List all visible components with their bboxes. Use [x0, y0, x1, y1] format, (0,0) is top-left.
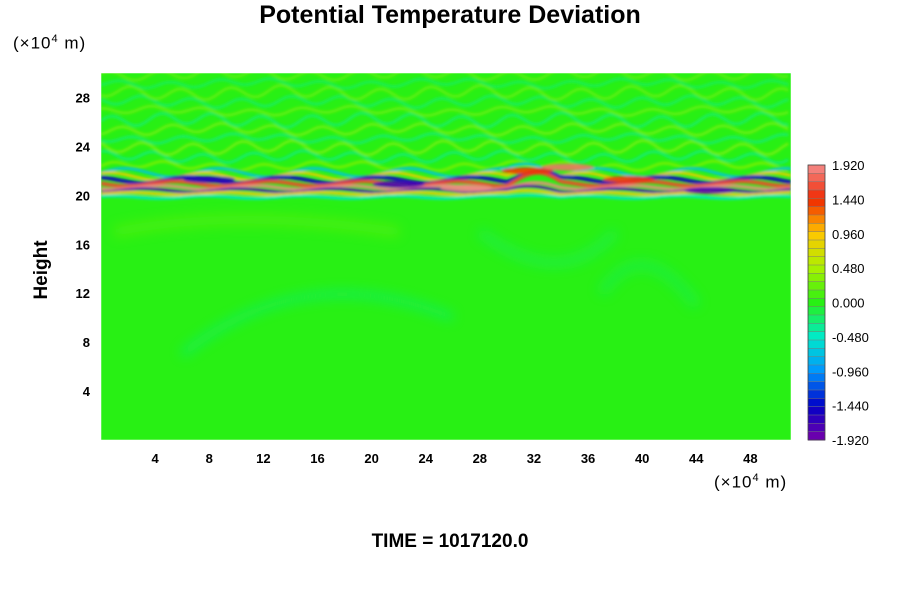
colorbar-tick-label: 1.920	[832, 158, 865, 173]
x-axis-ticks: 4 8 12 16 20 24 28 32 36 40 44 48	[152, 451, 758, 466]
x-tick-label: 28	[473, 451, 487, 466]
x-tick-label: 32	[527, 451, 541, 466]
colorbar-swatch	[808, 165, 825, 174]
colorbar-swatch	[808, 190, 825, 199]
x-tick-label: 16	[310, 451, 324, 466]
colorbar-swatch	[808, 365, 825, 374]
colorbar-swatch	[808, 431, 825, 441]
colorbar-swatch	[808, 290, 825, 299]
x-tick-label: 44	[689, 451, 704, 466]
plot-area	[101, 73, 791, 440]
colorbar-swatch	[808, 181, 825, 191]
y-tick-label: 28	[76, 90, 90, 105]
y-tick-label: 16	[76, 237, 90, 252]
colorbar-swatch	[808, 273, 825, 283]
colorbar-tick-label: 1.440	[832, 192, 865, 207]
colorbar-tick-label: 0.960	[832, 227, 865, 242]
time-label: TIME = 1017120.0	[371, 531, 529, 552]
x-tick-label: 48	[743, 451, 757, 466]
colorbar-swatch	[808, 265, 825, 274]
y-tick-label: 20	[76, 188, 90, 203]
colorbar-swatch	[808, 398, 825, 408]
colorbar-swatch	[808, 348, 825, 358]
colorbar-swatch	[808, 215, 825, 224]
colorbar-swatch	[808, 306, 825, 316]
colorbar-tick-label: -0.480	[832, 330, 869, 345]
colorbar-swatch	[808, 223, 825, 233]
colorbar-swatch	[808, 415, 825, 424]
colorbar-swatch	[808, 173, 825, 183]
colorbar-swatch	[808, 423, 825, 433]
colorbar-swatch	[808, 315, 825, 324]
x-tick-label: 24	[418, 451, 433, 466]
y-tick-label: 12	[76, 286, 90, 301]
colorbar-swatch	[808, 373, 825, 383]
colorbar-swatch	[808, 198, 825, 208]
chart-title: Potential Temperature Deviation	[259, 1, 641, 29]
colorbar-tick-label: 0.000	[832, 296, 865, 311]
x-tick-label: 40	[635, 451, 649, 466]
x-axis-unit: (×104 m)	[714, 472, 788, 492]
field-background	[101, 73, 791, 440]
field-strong-layer	[101, 162, 791, 200]
x-tick-label: 8	[206, 451, 213, 466]
colorbar-swatch	[808, 406, 825, 416]
colorbar-swatch	[808, 390, 825, 399]
colorbar-swatch	[808, 231, 825, 241]
y-tick-label: 8	[83, 335, 90, 350]
colorbar-swatch	[808, 340, 825, 349]
y-axis-ticks: 4 8 12 16 20 24 28	[76, 90, 91, 399]
y-axis-unit: (×104 m)	[13, 33, 87, 53]
colorbar-swatch	[808, 356, 825, 366]
colorbar	[807, 164, 826, 441]
colorbar-swatch	[808, 381, 825, 391]
colorbar-tick-label: -0.960	[832, 364, 869, 379]
colorbar-swatch	[808, 298, 825, 308]
colorbar-swatch	[808, 256, 825, 266]
colorbar-swatch	[808, 248, 825, 258]
y-tick-label: 4	[83, 384, 91, 399]
field-wave-band	[101, 73, 790, 173]
x-tick-label: 4	[152, 451, 160, 466]
x-tick-label: 12	[256, 451, 270, 466]
y-tick-label: 24	[76, 139, 91, 154]
colorbar-swatch	[808, 281, 825, 291]
colorbar-swatch	[808, 331, 825, 341]
colorbar-swatch	[808, 323, 825, 333]
colorbar-labels: 1.920 1.440 0.960 0.480 0.000 -0.480 -0.960 -1.…	[832, 158, 869, 448]
colorbar-tick-label: 0.480	[832, 261, 865, 276]
colorbar-tick-label: -1.920	[832, 433, 869, 448]
x-tick-label: 20	[364, 451, 378, 466]
colorbar-swatch	[808, 206, 825, 216]
colorbar-tick-label: -1.440	[832, 399, 869, 414]
x-tick-label: 36	[581, 451, 595, 466]
colorbar-swatch	[808, 240, 825, 249]
field-lower-structures	[113, 214, 701, 358]
